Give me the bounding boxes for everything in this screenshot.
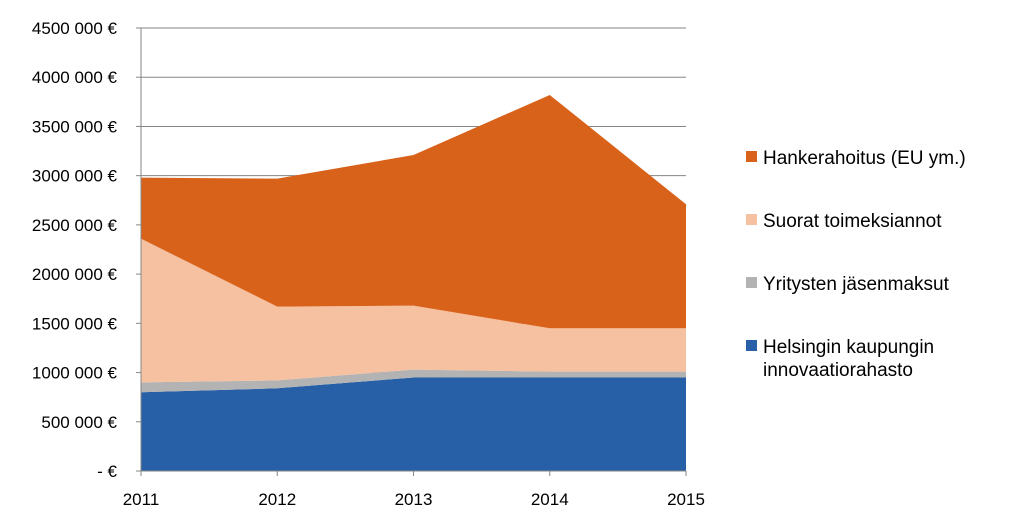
y-tick-label-8: 4000 000 € [32, 68, 118, 87]
legend-swatch-1 [746, 340, 757, 351]
area-series-3 [141, 238, 686, 383]
area-series-1 [141, 377, 686, 471]
area-series [141, 94, 686, 471]
y-axis-tick-labels: - € 500 000 € 1000 000 € 1500 000 € 2000 000… [32, 19, 118, 481]
y-tick-label-3: 1500 000 € [32, 314, 118, 333]
legend-swatch-2 [746, 277, 757, 288]
x-tick-label-0: 2011 [123, 490, 160, 509]
x-axis-tick-labels: 2011 2012 2013 2014 2015 [123, 490, 705, 509]
legend: Hankerahoitus (EU ym.) Suorat toimeksiann… [746, 148, 966, 381]
y-tick-label-5: 2500 000 € [32, 216, 118, 235]
legend-label-2: Yritysten jäsenmaksut [763, 274, 950, 295]
legend-label-1-line-1: Helsingin kaupungin [763, 337, 934, 358]
y-tick-label-4: 2000 000 € [32, 265, 118, 284]
y-tick-label-9: 4500 000 € [32, 19, 118, 38]
legend-label-1-line-2: innovaatiorahasto [763, 360, 913, 381]
y-tick-label-2: 1000 000 € [32, 364, 118, 383]
y-tick-label-1: 500 000 € [41, 413, 117, 432]
legend-swatch-3 [746, 214, 757, 225]
y-tick-label-6: 3000 000 € [32, 167, 118, 186]
area-series-4 [141, 94, 686, 329]
x-tick-label-2: 2013 [395, 490, 433, 509]
x-tick-label-3: 2014 [531, 490, 569, 509]
axes [136, 27, 687, 476]
legend-swatch-4 [746, 151, 757, 162]
x-tick-label-1: 2012 [258, 490, 296, 509]
y-tick-label-7: 3500 000 € [32, 117, 118, 136]
legend-label-3: Suorat toimeksiannot [763, 211, 942, 232]
x-tick-label-4: 2015 [667, 490, 705, 509]
y-tick-label-0: - € [97, 462, 117, 481]
area-series-2 [141, 369, 686, 393]
legend-label-4: Hankerahoitus (EU ym.) [763, 148, 966, 169]
